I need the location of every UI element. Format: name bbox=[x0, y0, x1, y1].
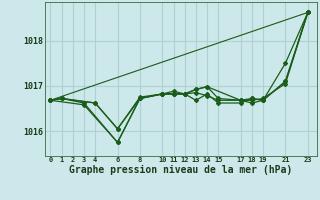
X-axis label: Graphe pression niveau de la mer (hPa): Graphe pression niveau de la mer (hPa) bbox=[69, 165, 292, 175]
